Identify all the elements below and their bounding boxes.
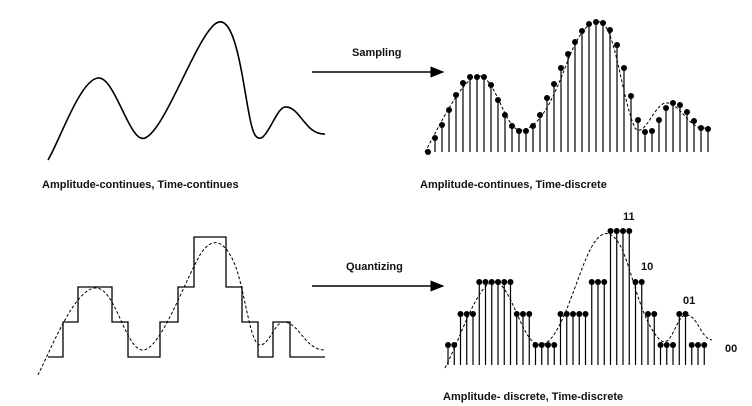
quantized-sampled-caption: Amplitude- discrete, Time-discrete <box>443 391 623 403</box>
sample-30-dot <box>635 117 641 123</box>
sample-22-dot <box>579 28 585 34</box>
sampled-caption: Amplitude-continues, Time-discrete <box>420 179 607 191</box>
qsample-19-dot <box>564 311 570 317</box>
qsample-9-dot <box>501 279 507 285</box>
sample-0-dot <box>425 149 431 155</box>
qsample-12-dot <box>520 311 526 317</box>
qsample-14-dot <box>533 342 539 348</box>
qsample-13-dot <box>526 311 532 317</box>
sample-29-dot <box>628 93 634 99</box>
sample-19-dot <box>558 65 564 71</box>
qsample-36-dot <box>670 342 676 348</box>
qsample-3-dot <box>464 311 470 317</box>
level-code-00: 00 <box>725 343 737 355</box>
qsample-26-dot <box>608 228 614 234</box>
sample-5-dot <box>460 80 466 86</box>
qsample-7-dot <box>489 279 495 285</box>
sample-17-dot <box>544 95 550 101</box>
sample-9-dot <box>488 82 494 88</box>
level-code-01: 01 <box>683 295 695 307</box>
sample-3-dot <box>446 107 452 113</box>
sample-1-dot <box>432 135 438 141</box>
level-code-11: 11 <box>623 211 635 223</box>
qsample-37-dot <box>676 311 682 317</box>
sampled-signal <box>425 19 711 155</box>
qsample-15-dot <box>539 342 545 348</box>
qsample-31-dot <box>639 279 645 285</box>
qsample-11-dot <box>514 311 520 317</box>
qsample-35-dot <box>664 342 670 348</box>
continuous-reference-curve <box>38 243 325 375</box>
qsample-23-dot <box>589 279 595 285</box>
sample-2-dot <box>439 122 445 128</box>
qsample-1-dot <box>451 342 457 348</box>
sample-6-dot <box>467 74 473 80</box>
qsample-32-dot <box>645 311 651 317</box>
sample-35-dot <box>670 100 676 106</box>
continuous-caption: Amplitude-continues, Time-continues <box>42 179 239 191</box>
qsample-6-dot <box>483 279 489 285</box>
qsample-27-dot <box>614 228 620 234</box>
qsample-29-dot <box>626 228 632 234</box>
qsample-16-dot <box>545 342 551 348</box>
sample-26-dot <box>607 27 613 33</box>
sample-7-dot <box>474 74 480 80</box>
sample-13-dot <box>516 128 522 134</box>
qsample-2-dot <box>458 311 464 317</box>
sample-27-dot <box>614 42 620 48</box>
qsample-24-dot <box>595 279 601 285</box>
qsample-20-dot <box>570 311 576 317</box>
qsample-39-dot <box>689 342 695 348</box>
qsample-8-dot <box>495 279 501 285</box>
sample-18-dot <box>551 81 557 87</box>
qsample-18-dot <box>558 311 564 317</box>
sample-10-dot <box>495 97 501 103</box>
sample-24-dot <box>593 19 599 25</box>
quantized-staircase <box>48 237 325 357</box>
sample-23-dot <box>586 21 592 27</box>
sample-31-dot <box>642 129 648 135</box>
qsample-5-dot <box>476 279 482 285</box>
qsample-21-dot <box>576 311 582 317</box>
sample-38-dot <box>691 118 697 124</box>
sample-32-dot <box>649 128 655 134</box>
qsample-40-dot <box>695 342 701 348</box>
qsample-41-dot <box>701 342 707 348</box>
qsample-10-dot <box>508 279 514 285</box>
level-code-10: 10 <box>641 261 653 273</box>
qsample-34-dot <box>658 342 664 348</box>
sample-11-dot <box>502 112 508 118</box>
quantizing-label: Quantizing <box>346 261 403 273</box>
sample-33-dot <box>656 117 662 123</box>
continuous-signal-curve <box>48 22 325 160</box>
qsample-0-dot <box>445 342 451 348</box>
sample-8-dot <box>481 74 487 80</box>
sample-40-dot <box>705 126 711 132</box>
sampled-envelope-curve <box>425 22 705 152</box>
qsample-30-dot <box>633 279 639 285</box>
qsample-25-dot <box>601 279 607 285</box>
qsample-38-dot <box>683 311 689 317</box>
sample-21-dot <box>572 39 578 45</box>
sample-36-dot <box>677 102 683 108</box>
sampling-label: Sampling <box>352 47 402 59</box>
qsample-33-dot <box>651 311 657 317</box>
qsample-28-dot <box>620 228 626 234</box>
qsample-17-dot <box>551 342 557 348</box>
sample-14-dot <box>523 128 529 134</box>
quantized-sampled-signal <box>445 228 712 368</box>
qsample-22-dot <box>583 311 589 317</box>
sample-37-dot <box>684 109 690 115</box>
sample-28-dot <box>621 65 627 71</box>
sample-20-dot <box>565 51 571 57</box>
sample-34-dot <box>663 105 669 111</box>
sample-12-dot <box>509 123 515 129</box>
sample-15-dot <box>530 123 536 129</box>
sample-39-dot <box>698 125 704 131</box>
sample-16-dot <box>537 112 543 118</box>
sample-4-dot <box>453 92 459 98</box>
sample-25-dot <box>600 20 606 26</box>
qsample-4-dot <box>470 311 476 317</box>
